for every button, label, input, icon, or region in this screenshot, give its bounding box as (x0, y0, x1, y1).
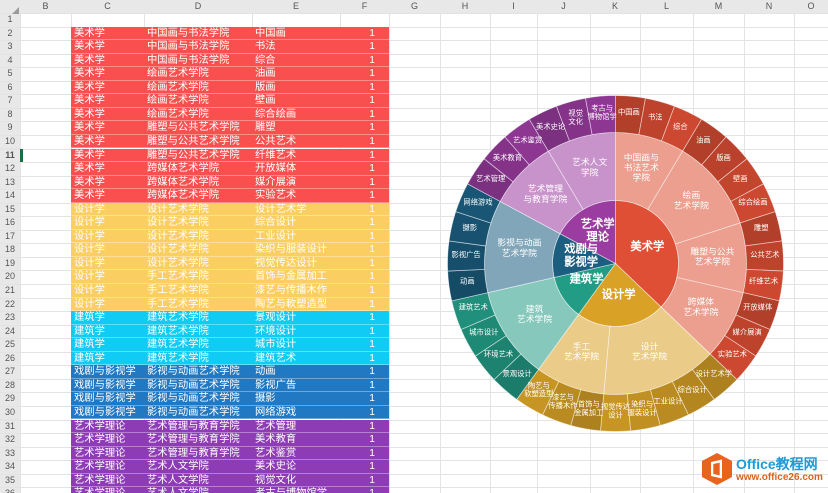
svg-text:中国画与书法艺术学院: 中国画与书法艺术学院 (624, 151, 659, 182)
svg-text:考古与博物馆学: 考古与博物馆学 (588, 104, 617, 121)
svg-text:雕塑: 雕塑 (754, 223, 769, 232)
svg-text:油画: 油画 (696, 136, 711, 145)
svg-text:跨媒体艺术学院: 跨媒体艺术学院 (683, 296, 718, 317)
svg-text:绘画艺术学院: 绘画艺术学院 (674, 189, 709, 210)
svg-text:城市设计: 城市设计 (469, 327, 498, 336)
svg-text:漆艺与传播木作: 漆艺与传播木作 (548, 392, 578, 409)
svg-text:视觉传达设计: 视觉传达设计 (601, 402, 631, 419)
svg-text:设计学: 设计学 (602, 287, 636, 301)
svg-text:媒介展演: 媒介展演 (733, 327, 762, 336)
svg-text:染织与服装设计: 染织与服装设计 (628, 400, 657, 417)
svg-text:雕塑与公共艺术学院: 雕塑与公共艺术学院 (690, 245, 734, 266)
svg-text:建筑艺术学院: 建筑艺术学院 (517, 303, 552, 324)
svg-text:首饰与金属加工: 首饰与金属加工 (574, 400, 603, 417)
svg-text:书法: 书法 (648, 112, 663, 121)
svg-text:美术教育: 美术教育 (493, 153, 522, 162)
svg-text:综合: 综合 (673, 122, 688, 131)
svg-text:戏剧与影视学: 戏剧与影视学 (563, 242, 598, 269)
svg-text:摄影: 摄影 (462, 223, 477, 232)
svg-text:版画: 版画 (716, 153, 731, 162)
svg-text:景观设计: 景观设计 (503, 369, 532, 378)
svg-text:艺术管理与教育学院: 艺术管理与教育学院 (523, 183, 567, 204)
svg-text:美术学: 美术学 (630, 239, 664, 253)
svg-text:设计艺术学: 设计艺术学 (696, 369, 732, 378)
svg-text:工业设计: 工业设计 (653, 396, 682, 405)
svg-text:影视与动画艺术学院: 影视与动画艺术学院 (497, 237, 541, 258)
svg-text:陶艺与软塑造型: 陶艺与软塑造型 (524, 381, 553, 398)
svg-text:中国画: 中国画 (618, 108, 640, 117)
svg-text:视觉文化: 视觉文化 (568, 108, 583, 125)
svg-text:美术史论: 美术史论 (536, 122, 566, 131)
